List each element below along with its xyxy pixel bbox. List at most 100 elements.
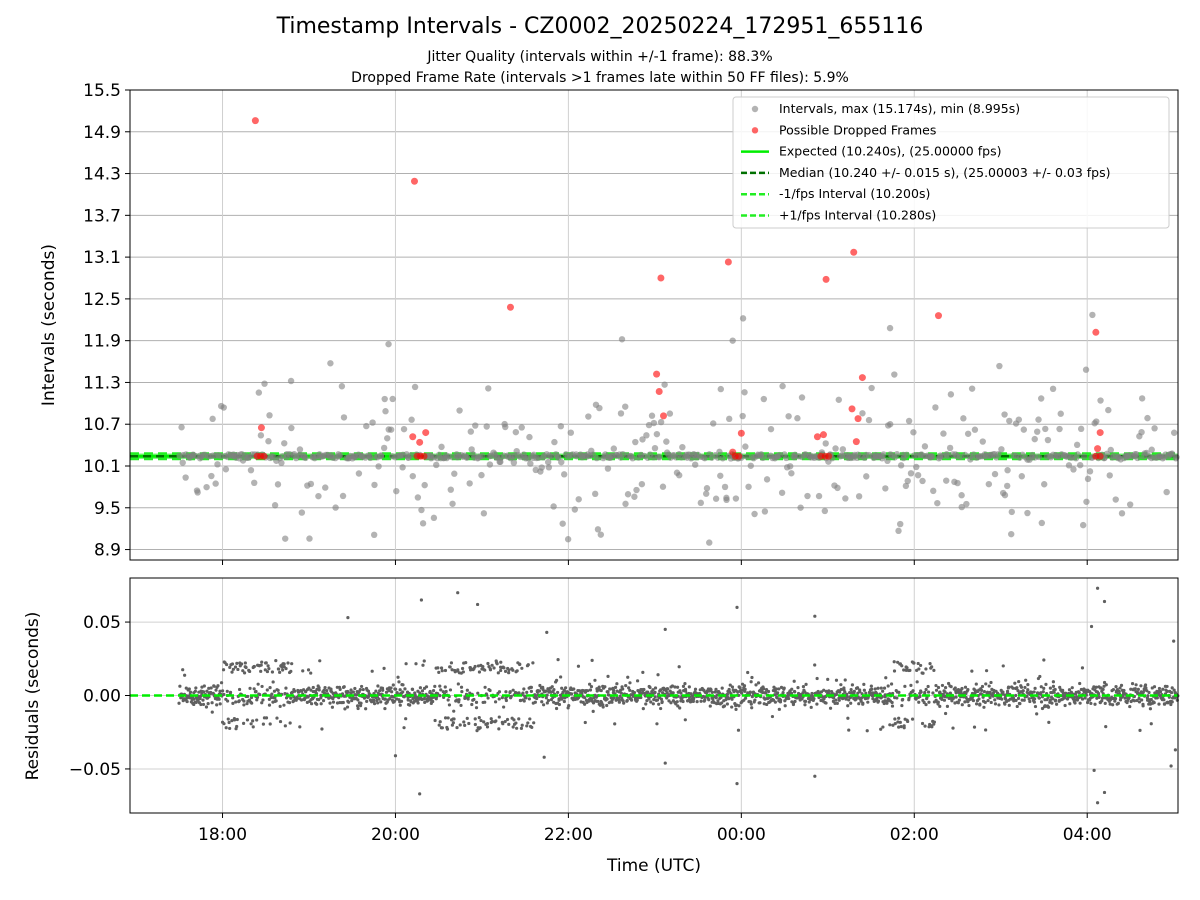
- residual-point: [183, 673, 187, 677]
- residual-point: [986, 698, 990, 703]
- residual-point: [251, 719, 255, 723]
- residual-point: [356, 706, 360, 711]
- residual-point: [764, 688, 769, 692]
- residuals-x-ticks: 18:00 20:00 22:00 00:00 02:00 04:00: [198, 813, 1112, 845]
- residual-point: [548, 690, 553, 694]
- interval-point: [369, 419, 376, 426]
- residual-point: [1113, 699, 1117, 703]
- residual-point: [648, 685, 652, 690]
- residual-point: [934, 688, 939, 692]
- residual-point: [989, 680, 993, 685]
- residual-point: [588, 682, 592, 686]
- legend-intervals: Intervals, max (15.174s), min (8.995s): [779, 101, 1020, 116]
- residual-point: [519, 726, 524, 731]
- interval-point: [1001, 491, 1009, 499]
- dropped-frame-point: [848, 405, 856, 413]
- residual-point: [1172, 639, 1176, 643]
- interval-point: [723, 494, 730, 502]
- residual-point: [217, 697, 221, 701]
- residual-point: [988, 690, 992, 694]
- residual-point: [1127, 696, 1131, 700]
- interval-point: [964, 430, 972, 437]
- residual-point: [1148, 707, 1153, 711]
- residual-point: [911, 689, 915, 693]
- residual-point: [1141, 704, 1145, 708]
- residual-point: [730, 705, 734, 709]
- dropped-frame-subtitle: Dropped Frame Rate (intervals >1 frames …: [351, 70, 849, 86]
- interval-point: [178, 424, 185, 431]
- residual-point: [265, 688, 269, 692]
- residual-point: [440, 669, 444, 673]
- residual-point: [709, 688, 713, 692]
- interval-point: [449, 500, 456, 507]
- residual-point: [649, 700, 653, 704]
- residual-point: [837, 698, 841, 702]
- residual-point: [455, 725, 459, 730]
- residual-point: [252, 687, 256, 691]
- residual-point: [1092, 768, 1096, 773]
- interval-point: [943, 477, 950, 484]
- residual-point: [446, 698, 450, 702]
- y-tick-label: 13.7: [83, 206, 121, 226]
- interval-point: [717, 385, 724, 393]
- interval-point: [897, 520, 904, 528]
- residual-point: [424, 685, 429, 689]
- residual-point: [542, 703, 546, 707]
- interval-point: [958, 503, 965, 511]
- residual-point: [931, 691, 935, 695]
- residual-point: [615, 682, 619, 686]
- residual-point: [250, 701, 254, 705]
- interval-point: [788, 470, 795, 477]
- residual-point: [713, 690, 717, 694]
- residual-point: [728, 683, 732, 687]
- residual-point: [605, 697, 609, 701]
- residual-point: [870, 687, 874, 691]
- x-tick-label: 04:00: [1063, 825, 1112, 845]
- residual-point: [613, 685, 618, 689]
- residual-point: [557, 698, 561, 702]
- residual-point: [1108, 702, 1112, 706]
- residual-point: [557, 702, 562, 707]
- dropped-frame-point: [1092, 328, 1100, 336]
- dropped-frame-point: [257, 424, 265, 432]
- interval-point: [834, 484, 841, 492]
- residual-point: [453, 670, 457, 674]
- interval-point: [327, 360, 334, 367]
- residual-point: [750, 675, 754, 680]
- residual-point: [622, 701, 626, 705]
- residual-point: [766, 689, 771, 694]
- residual-point: [1050, 701, 1054, 705]
- dropped-frame-point: [410, 177, 418, 185]
- residual-point: [228, 726, 232, 731]
- residual-point: [876, 699, 881, 703]
- interval-point: [594, 526, 602, 533]
- residual-point: [641, 670, 645, 674]
- interval-point: [1097, 397, 1104, 404]
- residual-point: [1101, 687, 1105, 692]
- interval-point: [714, 454, 722, 461]
- residual-point: [1155, 696, 1159, 700]
- residual-point: [260, 701, 264, 705]
- residual-point: [625, 698, 629, 703]
- dropped-frame-point: [420, 452, 428, 460]
- residual-point: [1104, 725, 1108, 729]
- residual-point: [984, 728, 988, 732]
- residual-point: [982, 705, 986, 709]
- residual-point: [949, 685, 953, 689]
- x-tick-label: 00:00: [717, 825, 766, 845]
- interval-point: [483, 423, 490, 430]
- residual-point: [1073, 697, 1077, 702]
- interval-point: [785, 413, 792, 420]
- interval-point: [194, 489, 201, 496]
- residual-point: [651, 688, 655, 692]
- interval-point: [411, 383, 419, 391]
- residual-point: [879, 686, 883, 690]
- interval-point: [1148, 446, 1155, 453]
- residual-point: [384, 690, 389, 694]
- residual-point: [849, 701, 853, 705]
- residual-point: [1094, 685, 1098, 689]
- residual-point: [521, 691, 525, 695]
- residual-point: [897, 690, 901, 694]
- residual-point: [497, 715, 501, 719]
- residual-point: [499, 660, 503, 664]
